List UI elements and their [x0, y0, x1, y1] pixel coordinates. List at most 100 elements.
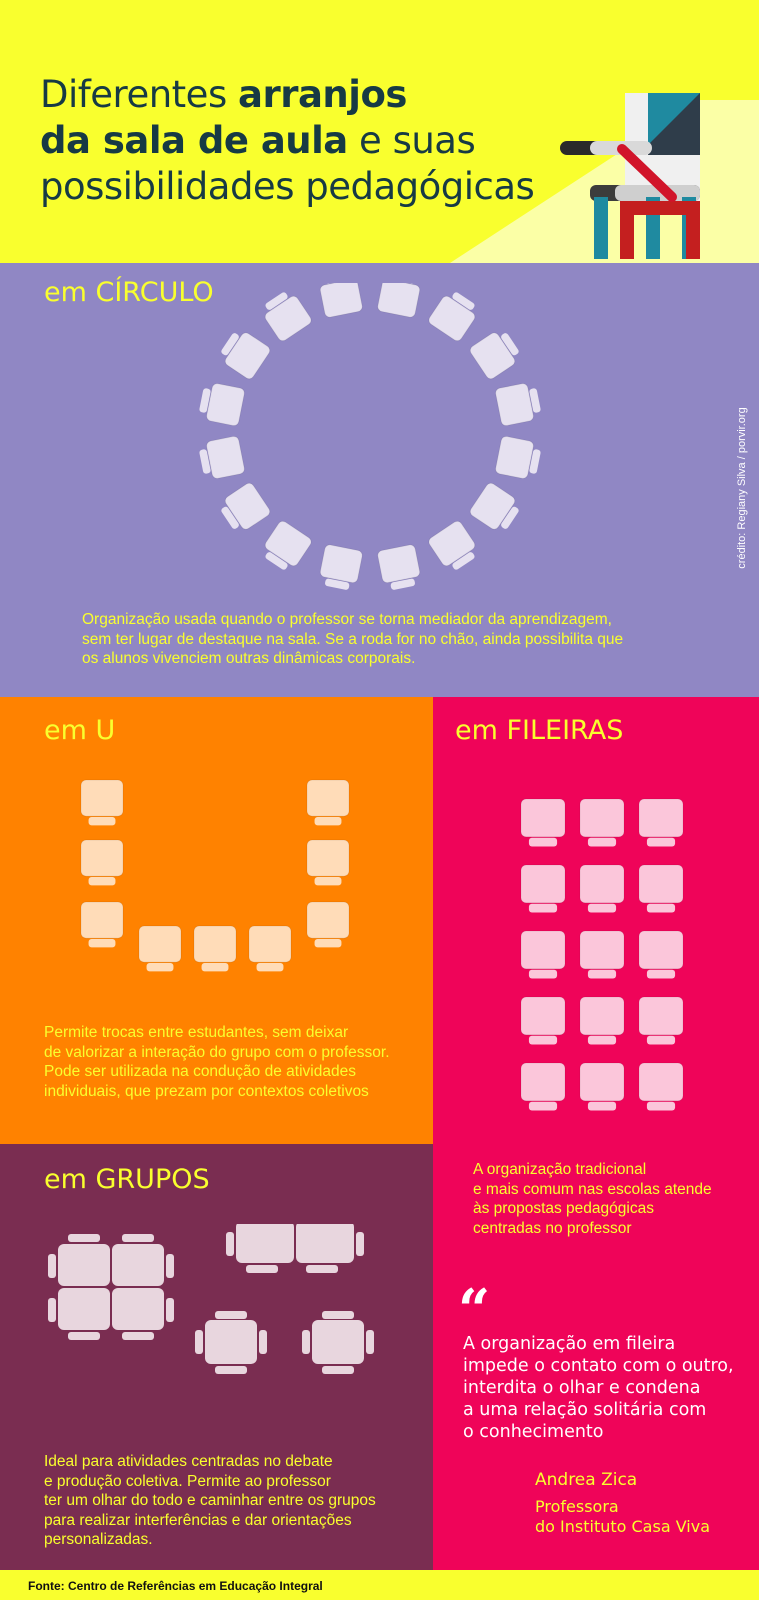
u-desk	[138, 925, 182, 972]
row-desk	[579, 798, 625, 847]
group-chair	[366, 1330, 374, 1354]
groups-section: em GRUPOS Ideal para atividades centrada…	[0, 1144, 433, 1570]
u-section: em U Permite trocas entre estudantes, se…	[0, 697, 433, 1144]
groups-description: Ideal para atividades centradas no debat…	[44, 1452, 424, 1550]
row-desk	[520, 930, 566, 979]
circle-desk	[221, 332, 271, 380]
group-chair	[322, 1366, 354, 1374]
group-chair	[215, 1311, 247, 1319]
u-desk	[80, 779, 124, 826]
row-desk	[638, 864, 684, 913]
row-desk	[520, 996, 566, 1045]
description-line: centradas no professor	[473, 1219, 632, 1237]
u-desk	[306, 779, 350, 826]
group-chair	[306, 1265, 338, 1273]
group-chair	[122, 1234, 154, 1242]
quote-line: impede o contato com o outro,	[463, 1356, 734, 1376]
description-line: ter um olhar do todo e caminhar entre os…	[44, 1492, 376, 1509]
row-desk	[520, 864, 566, 913]
group-chair	[122, 1332, 154, 1340]
group-table	[58, 1244, 110, 1286]
circle-desk	[319, 283, 363, 318]
circle-desk	[199, 383, 245, 427]
description-line: sem ter lugar de destaque na sala. Se a …	[82, 630, 624, 648]
quote-line: a uma relação solitária com	[463, 1400, 707, 1420]
circle-desk	[377, 544, 421, 590]
row-desk	[579, 1062, 625, 1111]
description-line: para realizar interferências e dar orien…	[44, 1511, 352, 1529]
header: Diferentes arranjos da sala de aula e su…	[0, 0, 759, 263]
group-table	[58, 1288, 110, 1330]
description-line: individuais, que prezam por contextos co…	[44, 1082, 369, 1100]
description-line: Ideal para atividades centradas no debat…	[44, 1453, 333, 1470]
u-desk	[306, 839, 350, 886]
role-line: Professora	[535, 1497, 619, 1516]
group-chair	[68, 1234, 100, 1242]
u-section-title: em U	[44, 715, 116, 746]
quote-line: interdita o olhar e condena	[463, 1378, 701, 1398]
description-line: Pode ser utilizada na condução de ativid…	[44, 1063, 356, 1080]
circle-desk	[469, 482, 519, 530]
description-line: às propostas pedagógicas	[473, 1200, 654, 1217]
group-table	[112, 1244, 164, 1286]
circle-desk	[199, 435, 245, 479]
group-chair	[48, 1254, 56, 1278]
row-desk	[638, 1062, 684, 1111]
chair-and-desk-icon	[560, 93, 700, 259]
row-desk	[638, 798, 684, 847]
groups-section-title: em GRUPOS	[44, 1164, 210, 1195]
quote-author-role: Professora do Instituto Casa Viva	[535, 1497, 710, 1537]
row-desk	[638, 930, 684, 979]
circle-description: Organização usada quando o professor se …	[82, 610, 682, 669]
quote-author: Andrea Zica	[535, 1470, 638, 1490]
circle-desk	[221, 482, 271, 530]
page-title: Diferentes arranjos da sala de aula e su…	[40, 72, 535, 210]
quote-text: A organização em fileira impede o contat…	[463, 1333, 753, 1443]
circle-desk	[469, 332, 519, 380]
u-desk	[193, 925, 237, 972]
rows-arrangement	[520, 798, 684, 1111]
group-chair	[166, 1254, 174, 1278]
title-text: possibilidades pedagógicas	[40, 165, 535, 208]
description-line: e produção coletiva. Permite ao professo…	[44, 1472, 331, 1490]
group-chair	[302, 1330, 310, 1354]
role-line: do Instituto Casa Viva	[535, 1517, 711, 1536]
title-text: Diferentes	[40, 73, 238, 116]
group-chair	[259, 1330, 267, 1354]
circle-desk	[495, 435, 541, 479]
u-desk	[80, 839, 124, 886]
u-desk	[248, 925, 292, 972]
row-desk	[520, 1062, 566, 1111]
groups-arrangement	[48, 1224, 374, 1374]
description-line: e mais comum nas escolas atende	[473, 1180, 712, 1198]
row-desk	[579, 930, 625, 979]
circle-section-title: em CÍRCULO	[44, 277, 214, 308]
group-table	[296, 1224, 354, 1263]
u-desk	[80, 901, 124, 948]
rows-description: A organização tradicional e mais comum n…	[473, 1160, 753, 1238]
group-chair	[68, 1332, 100, 1340]
title-text: e suas	[347, 119, 476, 162]
circle-desk	[428, 292, 476, 342]
row-desk	[579, 996, 625, 1045]
rows-section-title: em FILEIRAS	[455, 715, 624, 746]
group-chair	[226, 1232, 234, 1256]
row-desk	[579, 864, 625, 913]
description-line: os alunos vivenciem outras dinâmicas cor…	[82, 650, 416, 667]
group-table	[236, 1224, 294, 1263]
circle-desk	[264, 520, 312, 570]
description-line: de valorizar a interação do grupo com o …	[44, 1043, 390, 1061]
row-desk	[520, 798, 566, 847]
circle-arrangement	[199, 283, 541, 590]
circle-desk	[264, 292, 312, 342]
group-table	[312, 1320, 364, 1364]
group-chair	[322, 1311, 354, 1319]
circle-desk	[377, 283, 421, 318]
quote-line: A organização em fileira	[463, 1334, 676, 1354]
quote-line: o conhecimento	[463, 1422, 604, 1442]
group-chair	[166, 1298, 174, 1322]
group-table	[205, 1320, 257, 1364]
group-table	[112, 1288, 164, 1330]
rows-section: em FILEIRAS A organização tradicional e …	[433, 697, 759, 1570]
